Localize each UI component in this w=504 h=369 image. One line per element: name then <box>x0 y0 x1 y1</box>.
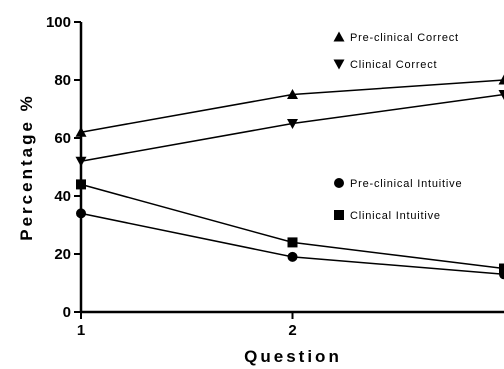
legend-label-pre-clinical-intuitive: Pre-clinical Intuitive <box>350 178 462 190</box>
data-point-pre-clinical-correct <box>498 74 504 85</box>
legend-marker-pre-clinical-intuitive <box>334 178 344 188</box>
legend-marker-pre-clinical-correct <box>333 31 345 42</box>
x-tick-label: 1 <box>77 322 85 339</box>
x-tick-label: 2 <box>288 322 296 339</box>
data-point-pre-clinical-correct <box>75 126 87 137</box>
data-point-clinical-intuitive <box>499 263 504 274</box>
y-tick-label: 100 <box>46 14 71 31</box>
data-point-pre-clinical-intuitive <box>287 251 298 262</box>
legend-marker-clinical-correct <box>333 59 345 70</box>
data-point-clinical-intuitive <box>76 179 86 190</box>
data-point-pre-clinical-intuitive <box>76 208 86 219</box>
legend-label-clinical-intuitive: Clinical Intuitive <box>350 210 441 222</box>
y-axis: 0 20 40 60 80 100 <box>46 14 83 321</box>
legend-label-clinical-correct: Clinical Correct <box>350 59 437 71</box>
data-point-pre-clinical-correct <box>287 89 298 99</box>
data-point-clinical-correct <box>498 90 504 100</box>
data-point-clinical-correct <box>287 119 298 129</box>
y-tick-label: 60 <box>54 130 71 147</box>
y-tick-group: 0 20 40 60 80 100 <box>46 14 81 321</box>
y-tick-label: 40 <box>54 188 71 205</box>
data-point-clinical-intuitive <box>287 237 298 248</box>
legend-label-pre-clinical-correct: Pre-clinical Correct <box>350 32 459 44</box>
legend-marker-clinical-intuitive <box>334 210 344 220</box>
y-tick-label: 0 <box>63 304 71 321</box>
x-axis-title: Question <box>244 347 342 366</box>
legend: Pre-clinical Correct Clinical Correct Pre-… <box>333 31 462 222</box>
series-layer <box>75 74 504 280</box>
data-point-clinical-correct <box>75 156 87 167</box>
y-axis-title: Percentage % <box>17 93 36 241</box>
y-tick-label: 80 <box>54 72 71 89</box>
y-tick-label: 20 <box>54 246 71 263</box>
